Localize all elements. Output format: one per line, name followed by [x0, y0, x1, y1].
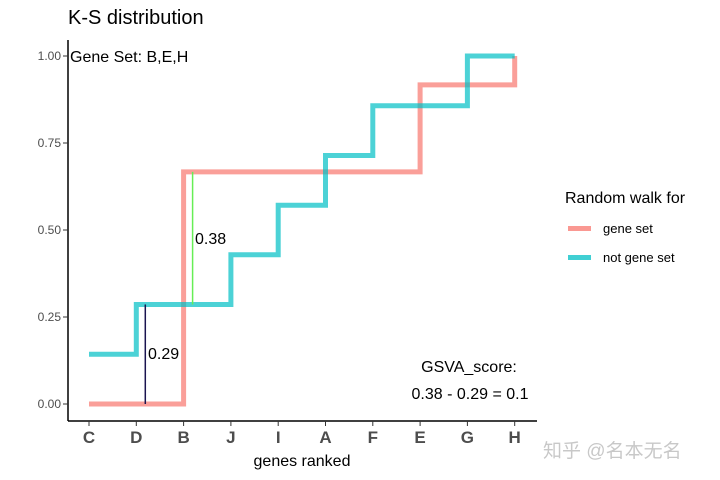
y-tick-label: 0.25 [38, 310, 62, 324]
max-negative-label: 0.29 [148, 346, 179, 363]
watermark: 知乎 @名本无名 [543, 440, 682, 462]
y-tick-label: 0.00 [38, 397, 62, 411]
legend-key-gene-set [568, 226, 591, 231]
series-line-not-gene-set [89, 53, 515, 357]
x-tick-label: D [130, 428, 142, 447]
gsva-score-title: GSVA_score: [421, 359, 517, 376]
gene-set-label: Gene Set: B,E,H [70, 49, 188, 66]
x-tick-label: J [226, 428, 235, 447]
legend-label-gene-set: gene set [603, 221, 653, 236]
max-positive-label: 0.38 [195, 231, 226, 248]
chart-title: K-S distribution [68, 7, 204, 29]
x-tick-label: B [177, 428, 189, 447]
y-tick-label: 1.00 [38, 49, 62, 63]
legend-label-not-gene-set: not gene set [603, 250, 675, 265]
y-tick-label: 0.75 [38, 136, 62, 150]
plot-area [89, 53, 518, 407]
x-tick-label: A [319, 428, 331, 447]
legend-key-not-gene-set [568, 255, 591, 260]
y-tick-label: 0.50 [38, 223, 62, 237]
x-axis-label: genes ranked [254, 453, 351, 470]
x-tick-label: G [461, 428, 474, 447]
y-axis-ticks: 0.00 0.25 0.50 0.75 1.00 [38, 49, 68, 411]
gsva-score-formula: 0.38 - 0.29 = 0.1 [412, 386, 529, 403]
x-tick-label: I [276, 428, 281, 447]
x-tick-label: C [83, 428, 95, 447]
x-tick-label: F [368, 428, 378, 447]
legend: Random walk for gene set not gene set [565, 190, 686, 265]
x-tick-label: H [509, 428, 521, 447]
legend-title: Random walk for [565, 190, 686, 207]
x-tick-label: E [414, 428, 425, 447]
